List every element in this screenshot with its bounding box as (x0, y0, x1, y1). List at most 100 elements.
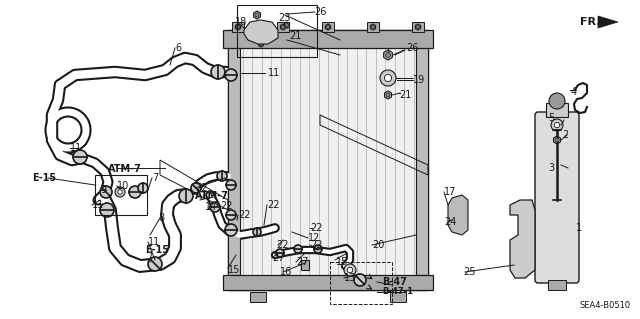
Text: 10: 10 (117, 181, 129, 191)
Text: 18: 18 (235, 17, 247, 27)
Circle shape (259, 42, 262, 46)
Circle shape (282, 26, 285, 28)
Text: E-15: E-15 (145, 245, 169, 255)
Text: 11: 11 (268, 68, 280, 78)
Circle shape (115, 187, 125, 197)
Circle shape (226, 180, 236, 190)
Circle shape (225, 69, 237, 81)
Text: 12: 12 (308, 233, 321, 243)
Text: 16: 16 (280, 267, 292, 277)
Circle shape (118, 190, 122, 194)
Text: 13: 13 (344, 273, 356, 283)
Circle shape (354, 274, 366, 286)
Text: 8: 8 (158, 213, 164, 223)
Polygon shape (236, 24, 241, 30)
Polygon shape (244, 20, 278, 44)
Circle shape (386, 93, 390, 97)
Circle shape (380, 70, 396, 86)
Text: B-47-1: B-47-1 (382, 287, 413, 296)
Text: 15: 15 (228, 265, 241, 275)
Polygon shape (415, 24, 420, 30)
Circle shape (148, 257, 162, 271)
Bar (223, 30, 433, 48)
Circle shape (344, 264, 356, 276)
Text: 21: 21 (289, 31, 301, 41)
Text: 26: 26 (314, 7, 326, 17)
Circle shape (226, 210, 236, 220)
Circle shape (211, 65, 225, 79)
Polygon shape (325, 24, 331, 30)
Circle shape (191, 183, 201, 193)
Text: 23: 23 (278, 13, 291, 23)
Text: 11: 11 (148, 237, 160, 247)
Text: 4: 4 (571, 87, 577, 97)
Bar (237, 5, 317, 57)
Text: 25: 25 (463, 267, 476, 277)
Circle shape (385, 74, 392, 82)
Polygon shape (598, 16, 618, 28)
Text: 15: 15 (336, 257, 348, 267)
Bar (277, 22, 289, 32)
Polygon shape (280, 24, 285, 30)
Text: 22: 22 (310, 240, 323, 250)
Text: 3: 3 (548, 163, 554, 173)
Circle shape (255, 13, 259, 17)
Polygon shape (448, 195, 468, 235)
Circle shape (237, 26, 239, 28)
Circle shape (554, 122, 560, 128)
Polygon shape (385, 91, 392, 99)
Circle shape (294, 245, 302, 253)
Bar (546, 103, 568, 117)
Text: 19: 19 (413, 75, 425, 85)
Circle shape (100, 203, 114, 217)
Polygon shape (284, 22, 289, 28)
Text: 1: 1 (576, 223, 582, 233)
Bar (322, 22, 334, 32)
Polygon shape (371, 24, 376, 30)
Text: 27: 27 (272, 253, 285, 263)
Text: 22: 22 (310, 223, 323, 233)
Circle shape (129, 186, 141, 198)
Text: 26: 26 (406, 43, 419, 53)
Bar (228, 45, 240, 275)
Circle shape (225, 224, 237, 236)
Text: ATM-7: ATM-7 (108, 164, 142, 174)
Circle shape (549, 93, 565, 109)
Text: 22: 22 (195, 183, 207, 193)
Text: 22: 22 (267, 200, 280, 210)
Circle shape (210, 202, 220, 212)
Circle shape (385, 53, 390, 57)
Bar (416, 45, 428, 275)
Text: 24: 24 (444, 217, 456, 227)
FancyBboxPatch shape (535, 112, 579, 283)
Text: 5: 5 (548, 113, 554, 123)
Circle shape (253, 228, 261, 236)
Circle shape (138, 183, 148, 193)
Text: 27: 27 (296, 257, 308, 267)
Circle shape (348, 267, 353, 273)
Text: 21: 21 (399, 90, 412, 100)
Circle shape (417, 26, 419, 28)
Circle shape (326, 26, 330, 28)
Bar (330, 262, 392, 304)
Text: 11: 11 (92, 200, 104, 210)
Bar (367, 22, 379, 32)
Text: 22: 22 (276, 240, 289, 250)
Polygon shape (259, 41, 264, 47)
Text: ATM-7: ATM-7 (195, 191, 229, 201)
Circle shape (276, 249, 284, 257)
Bar (223, 275, 433, 290)
Text: SEA4-B0510: SEA4-B0510 (580, 300, 631, 309)
Text: E-15: E-15 (32, 173, 56, 183)
Text: 14: 14 (205, 202, 217, 212)
Bar (548, 280, 566, 290)
Polygon shape (253, 11, 260, 19)
Circle shape (551, 119, 563, 131)
Text: 11: 11 (70, 143, 83, 153)
Text: 22: 22 (238, 210, 250, 220)
Circle shape (555, 138, 559, 142)
Circle shape (371, 26, 374, 28)
Text: 9: 9 (100, 185, 106, 195)
Text: 20: 20 (372, 240, 385, 250)
Bar (390, 292, 406, 302)
